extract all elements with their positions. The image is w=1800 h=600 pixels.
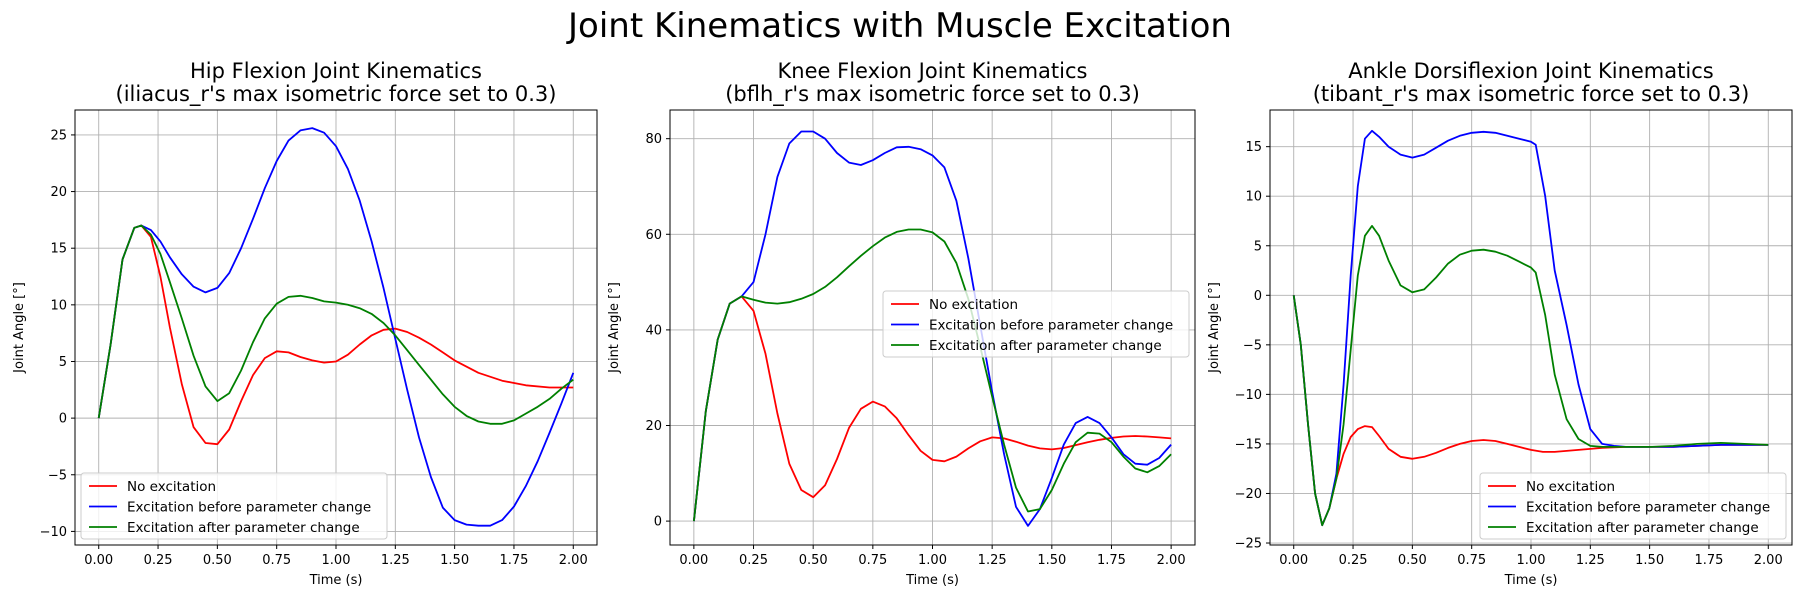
series-group [1292, 129, 1769, 527]
subplot-title-line-1: Ankle Dorsiflexion Joint Kinematics [1348, 59, 1713, 83]
y-tick-label: 80 [645, 132, 662, 147]
y-tick-label: −5 [1243, 338, 1262, 353]
x-tick-label: 1.50 [440, 553, 469, 568]
subplot-title-line-2: (iliacus_r's max isometric force set to … [116, 82, 557, 107]
y-axis-label: Joint Angle [°] [607, 282, 622, 374]
series-group [693, 130, 1172, 527]
x-axis-label: Time (s) [905, 573, 959, 588]
y-tick-label: 20 [645, 419, 662, 434]
y-tick-label: 10 [50, 298, 67, 313]
x-tick-label: 0.75 [858, 553, 887, 568]
x-axis-label: Time (s) [309, 573, 363, 588]
series-line-2 [97, 127, 575, 527]
legend: No excitation Excitation before parameter… [882, 290, 1190, 358]
subplot-title-line-1: Knee Flexion Joint Kinematics [778, 59, 1088, 83]
x-tick-label: 1.25 [1576, 553, 1605, 568]
x-tick-label: 2.00 [1754, 553, 1783, 568]
series-line-2 [693, 130, 1172, 527]
y-tick-label: 25 [50, 128, 67, 143]
y-tick-label: 15 [1245, 140, 1262, 155]
y-tick-label: 0 [654, 515, 662, 530]
y-tick-label: 15 [50, 242, 67, 257]
y-axis-label: Joint Angle [°] [1207, 282, 1222, 374]
x-tick-label: 1.25 [381, 553, 410, 568]
x-tick-label: 1.00 [918, 553, 947, 568]
legend-label-1: No excitation [127, 479, 216, 495]
x-tick-label: 0.00 [1279, 553, 1308, 568]
subplots: 0.00 0.25 0.50 0.75 1.00 1.25 1.50 1.75 2.00 −10 −… [12, 59, 1793, 588]
subplot-title-line-2: (bflh_r's max isometric force set to 0.3… [725, 82, 1140, 107]
legend-label-1: No excitation [929, 297, 1018, 313]
x-tick-label: 1.00 [322, 553, 351, 568]
y-tick-label: 10 [1245, 190, 1262, 205]
series-line-3 [693, 228, 1172, 522]
x-tick-label: 0.00 [84, 553, 113, 568]
y-tick-label: −10 [1235, 388, 1262, 403]
legend-box [882, 290, 1190, 358]
series-line-1 [693, 295, 1172, 522]
legend-box [80, 472, 388, 540]
x-tick-label: 1.75 [499, 553, 528, 568]
y-tick-label: −25 [1235, 537, 1262, 552]
y-tick-label: −20 [1235, 487, 1262, 502]
subplot-1: 0.00 0.25 0.50 0.75 1.00 1.25 1.50 1.75 2.00 −10 −… [12, 59, 598, 588]
y-tick-label: 40 [645, 323, 662, 338]
legend-label-2: Excitation before parameter change [127, 500, 371, 516]
x-tick-label: 1.75 [1097, 553, 1126, 568]
x-tick-label: 0.25 [1339, 553, 1368, 568]
subplot-title-line-2: (tibant_r's max isometric force set to 0… [1313, 82, 1750, 107]
legend-label-3: Excitation after parameter change [929, 338, 1162, 354]
y-tick-label: 5 [59, 355, 67, 370]
legend-label-2: Excitation before parameter change [929, 318, 1173, 334]
x-tick-label: 0.50 [1398, 553, 1427, 568]
x-tick-label: 2.00 [559, 553, 588, 568]
subplot-title-line-1: Hip Flexion Joint Kinematics [190, 59, 482, 83]
y-tick-label: 20 [50, 185, 67, 200]
x-tick-label: 0.75 [262, 553, 291, 568]
y-tick-label: 0 [59, 412, 67, 427]
legend: No excitation Excitation before parameter… [1479, 472, 1787, 540]
x-tick-label: 0.75 [1457, 553, 1486, 568]
x-tick-label: 0.50 [799, 553, 828, 568]
legend-box [1479, 472, 1787, 540]
x-tick-label: 2.00 [1157, 553, 1186, 568]
x-tick-label: 0.00 [679, 553, 708, 568]
x-tick-label: 1.00 [1517, 553, 1546, 568]
legend-label-2: Excitation before parameter change [1526, 500, 1770, 516]
series-line-1 [97, 224, 574, 446]
y-tick-label: 60 [645, 228, 662, 243]
x-tick-label: 0.50 [203, 553, 232, 568]
x-tick-label: 1.50 [1037, 553, 1066, 568]
y-axis-label: Joint Angle [°] [12, 282, 27, 374]
series-line-3 [1292, 224, 1769, 527]
legend-label-1: No excitation [1526, 479, 1615, 495]
subplot-3: 0.00 0.25 0.50 0.75 1.00 1.25 1.50 1.75 2.00 −25 −… [1207, 59, 1793, 588]
figure-suptitle: Joint Kinematics with Muscle Excitation [566, 6, 1232, 46]
series-line-3 [97, 224, 574, 425]
x-tick-label: 0.25 [144, 553, 173, 568]
subplot-2: 0.00 0.25 0.50 0.75 1.00 1.25 1.50 1.75 2.00 0 20 4… [607, 59, 1196, 588]
y-tick-label: −15 [1235, 437, 1262, 452]
y-tick-label: −5 [48, 468, 67, 483]
y-tick-label: 5 [1254, 239, 1262, 254]
x-tick-label: 1.75 [1694, 553, 1723, 568]
x-tick-label: 0.25 [739, 553, 768, 568]
x-tick-label: 1.25 [978, 553, 1007, 568]
legend: No excitation Excitation before parameter… [80, 472, 388, 540]
y-tick-label: 0 [1254, 289, 1262, 304]
x-tick-label: 1.50 [1635, 553, 1664, 568]
legend-label-3: Excitation after parameter change [1526, 520, 1759, 536]
series-group [97, 127, 575, 527]
legend-label-3: Excitation after parameter change [127, 520, 360, 536]
y-tick-label: −10 [40, 525, 67, 540]
x-axis-label: Time (s) [1504, 573, 1558, 588]
